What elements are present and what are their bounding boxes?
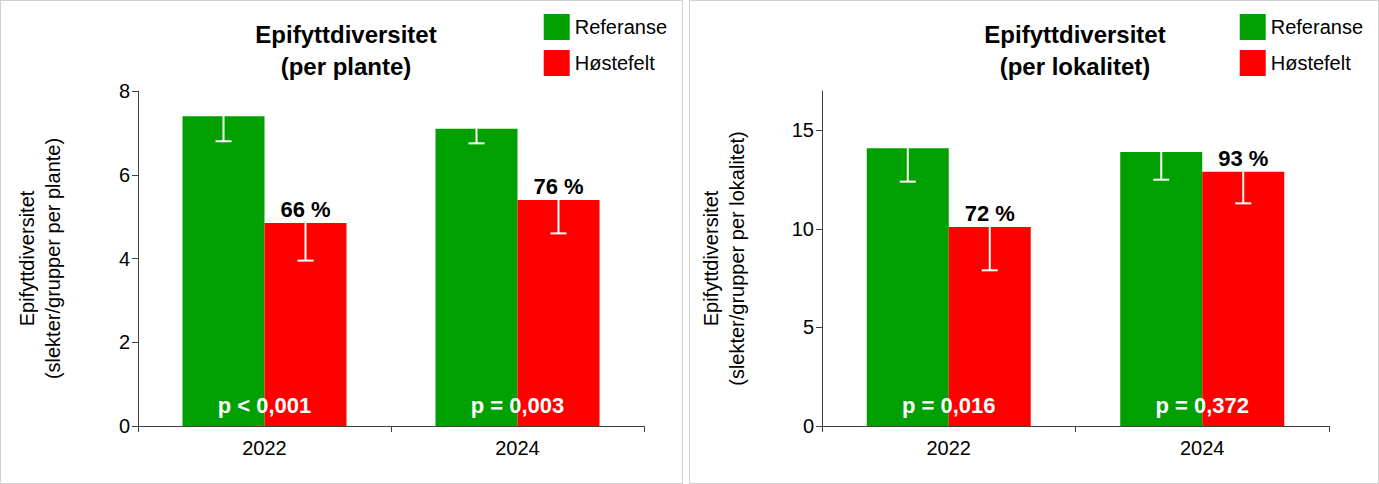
svg-text:(per plante): (per plante) [281, 53, 412, 80]
svg-text:8: 8 [119, 80, 130, 102]
svg-text:0: 0 [119, 415, 130, 437]
svg-text:5: 5 [803, 316, 814, 338]
svg-text:10: 10 [792, 218, 814, 240]
svg-text:2024: 2024 [1180, 437, 1225, 459]
svg-text:(slekter/grupper per lokalitet: (slekter/grupper per lokalitet) [726, 131, 748, 386]
svg-text:(slekter/grupper per plante): (slekter/grupper per plante) [42, 138, 64, 379]
svg-text:2022: 2022 [242, 437, 287, 459]
svg-text:Referanse: Referanse [575, 16, 667, 38]
svg-text:2024: 2024 [495, 437, 540, 459]
svg-text:6: 6 [119, 164, 130, 186]
svg-text:76 %: 76 % [533, 174, 583, 199]
svg-text:0: 0 [803, 415, 814, 437]
svg-text:Referanse: Referanse [1271, 16, 1363, 38]
svg-text:4: 4 [119, 248, 130, 270]
svg-text:(per lokalitet): (per lokalitet) [1000, 53, 1151, 80]
svg-text:93 %: 93 % [1218, 146, 1268, 171]
svg-text:p = 0,003: p = 0,003 [471, 393, 565, 418]
svg-text:Epifyttdiversitet: Epifyttdiversitet [255, 21, 436, 48]
svg-text:p = 0,016: p = 0,016 [902, 393, 996, 418]
svg-text:Epifyttdiversitet: Epifyttdiversitet [700, 190, 722, 326]
svg-text:15: 15 [792, 119, 814, 141]
svg-text:p < 0,001: p < 0,001 [218, 393, 312, 418]
svg-text:2022: 2022 [927, 437, 972, 459]
svg-text:Høstefelt: Høstefelt [1271, 52, 1351, 74]
svg-text:Epifyttdiversitet: Epifyttdiversitet [16, 190, 38, 326]
svg-text:72 %: 72 % [965, 201, 1015, 226]
svg-text:2: 2 [119, 331, 130, 353]
svg-text:Epifyttdiversitet: Epifyttdiversitet [984, 21, 1165, 48]
svg-text:p = 0,372: p = 0,372 [1155, 393, 1249, 418]
svg-text:Høstefelt: Høstefelt [575, 52, 655, 74]
svg-text:66 %: 66 % [280, 197, 330, 222]
